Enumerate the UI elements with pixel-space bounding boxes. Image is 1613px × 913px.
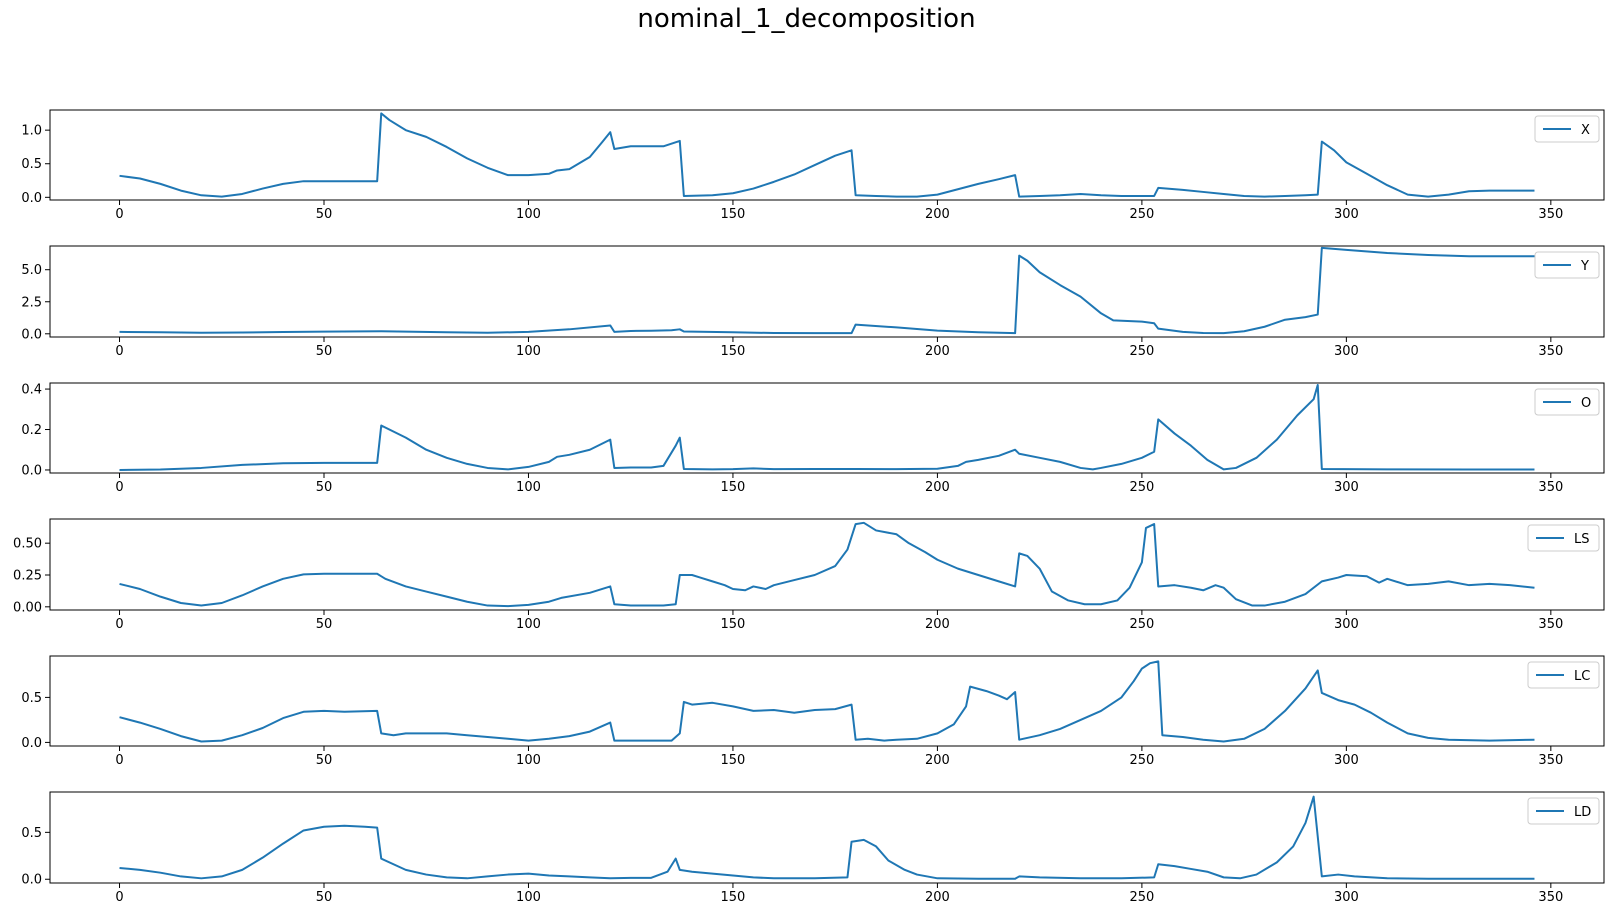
y-tick-label: 0.0 bbox=[21, 463, 42, 478]
y-tick-label: 0.25 bbox=[13, 569, 42, 584]
subplot-y: 0 50 100 150 200 250 300 350 0.0 2.5 5.0 Y bbox=[21, 245, 1605, 359]
axes-frame bbox=[49, 655, 1605, 747]
x-tick-label: 350 bbox=[1538, 207, 1563, 222]
y-tick-label: 0.0 bbox=[21, 327, 42, 342]
series-line-o bbox=[119, 384, 1535, 471]
x-tick-label: 150 bbox=[721, 753, 746, 768]
y-tick-label: 0.50 bbox=[13, 537, 42, 552]
legend: X bbox=[1534, 115, 1600, 143]
axes-frame bbox=[49, 245, 1605, 338]
series-line-ld bbox=[119, 795, 1535, 880]
x-tick-label: 200 bbox=[925, 890, 950, 905]
legend-label: X bbox=[1581, 123, 1590, 138]
x-tick-label: 150 bbox=[721, 344, 746, 359]
subplot-ld: 0 50 100 150 200 250 300 350 0.0 0.5 LD bbox=[21, 791, 1605, 905]
x-tick-label: 200 bbox=[925, 617, 950, 632]
legend: LD bbox=[1527, 797, 1600, 825]
x-tick-label: 100 bbox=[516, 617, 541, 632]
x-tick-label: 100 bbox=[516, 207, 541, 222]
series-line-ls bbox=[119, 521, 1535, 608]
legend: LC bbox=[1527, 661, 1600, 689]
x-tick-label: 250 bbox=[1129, 753, 1154, 768]
y-tick-label: 0.2 bbox=[21, 423, 42, 438]
series-line-y bbox=[119, 246, 1535, 335]
y-tick-label: 0.0 bbox=[21, 873, 42, 888]
legend-label: LC bbox=[1574, 669, 1590, 684]
series-line-x bbox=[119, 112, 1535, 198]
x-tick-label: 50 bbox=[316, 344, 333, 359]
x-tick-label: 350 bbox=[1538, 344, 1563, 359]
y-tick-label: 0.0 bbox=[21, 191, 42, 206]
y-tick-label: 0.5 bbox=[21, 157, 42, 172]
legend-label: LS bbox=[1574, 532, 1590, 547]
x-tick-label: 350 bbox=[1538, 617, 1563, 632]
x-tick-label: 0 bbox=[115, 207, 123, 222]
y-tick-label: 0.4 bbox=[21, 383, 42, 398]
x-tick-label: 100 bbox=[516, 753, 541, 768]
x-tick-label: 300 bbox=[1334, 344, 1359, 359]
x-tick-label: 350 bbox=[1538, 480, 1563, 495]
x-tick-label: 100 bbox=[516, 344, 541, 359]
x-tick-label: 50 bbox=[316, 480, 333, 495]
x-tick-label: 0 bbox=[115, 480, 123, 495]
legend-label: Y bbox=[1580, 259, 1589, 274]
x-tick-label: 100 bbox=[516, 890, 541, 905]
y-tick-label: 5.0 bbox=[21, 263, 42, 278]
x-tick-label: 250 bbox=[1129, 617, 1154, 632]
x-tick-label: 0 bbox=[115, 890, 123, 905]
x-tick-label: 150 bbox=[721, 890, 746, 905]
y-tick-label: 0.5 bbox=[21, 691, 42, 706]
x-tick-label: 200 bbox=[925, 480, 950, 495]
legend: LS bbox=[1527, 524, 1600, 552]
x-tick-label: 300 bbox=[1334, 480, 1359, 495]
x-tick-label: 50 bbox=[316, 753, 333, 768]
x-tick-label: 200 bbox=[925, 207, 950, 222]
subplot-x: 0 50 100 150 200 250 300 350 0.0 0.5 1.0 X bbox=[21, 109, 1605, 222]
y-tick-label: 1.0 bbox=[21, 124, 42, 139]
legend: O bbox=[1534, 388, 1600, 416]
legend-label: LD bbox=[1574, 805, 1591, 820]
x-tick-label: 0 bbox=[115, 753, 123, 768]
axes-frame bbox=[49, 518, 1605, 611]
x-tick-label: 250 bbox=[1129, 890, 1154, 905]
x-tick-label: 100 bbox=[516, 480, 541, 495]
subplot-ls: 0 50 100 150 200 250 300 350 0.00 0.25 0.50 LS bbox=[13, 518, 1605, 632]
x-tick-label: 0 bbox=[115, 344, 123, 359]
x-tick-label: 150 bbox=[721, 617, 746, 632]
subplot-o: 0 50 100 150 200 250 300 350 0.0 0.2 0.4 O bbox=[21, 382, 1605, 495]
x-tick-label: 150 bbox=[721, 207, 746, 222]
x-tick-label: 150 bbox=[721, 480, 746, 495]
legend: Y bbox=[1534, 251, 1600, 279]
y-tick-label: 2.5 bbox=[21, 295, 42, 310]
x-tick-label: 0 bbox=[115, 617, 123, 632]
x-tick-label: 200 bbox=[925, 753, 950, 768]
x-tick-label: 350 bbox=[1538, 890, 1563, 905]
figure-title: nominal_1_decomposition bbox=[637, 4, 976, 34]
x-tick-label: 250 bbox=[1129, 344, 1154, 359]
axes-frame bbox=[49, 382, 1605, 474]
axes-frame bbox=[49, 109, 1605, 201]
x-tick-label: 250 bbox=[1129, 207, 1154, 222]
y-tick-label: 0.0 bbox=[21, 736, 42, 751]
y-tick-label: 0.5 bbox=[21, 826, 42, 841]
x-tick-label: 200 bbox=[925, 344, 950, 359]
x-tick-label: 50 bbox=[316, 617, 333, 632]
legend-label: O bbox=[1581, 396, 1591, 411]
x-tick-label: 300 bbox=[1334, 890, 1359, 905]
x-tick-label: 50 bbox=[316, 207, 333, 222]
x-tick-label: 250 bbox=[1129, 480, 1154, 495]
subplot-lc: 0 50 100 150 200 250 300 350 0.0 0.5 LC bbox=[21, 655, 1605, 768]
x-tick-label: 350 bbox=[1538, 753, 1563, 768]
axes-frame bbox=[49, 791, 1605, 884]
x-tick-label: 300 bbox=[1334, 617, 1359, 632]
x-tick-label: 300 bbox=[1334, 207, 1359, 222]
series-line-lc bbox=[119, 660, 1535, 743]
x-tick-label: 300 bbox=[1334, 753, 1359, 768]
x-tick-label: 50 bbox=[316, 890, 333, 905]
y-tick-label: 0.00 bbox=[13, 600, 42, 615]
